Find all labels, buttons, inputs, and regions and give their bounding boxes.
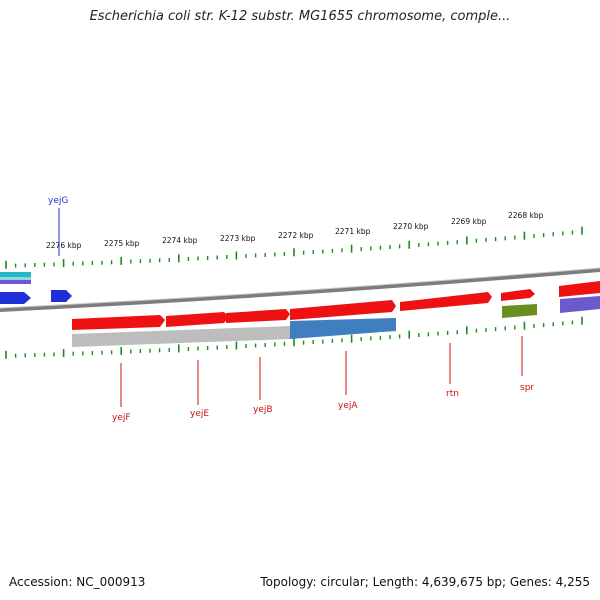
ruler-labels: 2276 kbp 2275 kbp 2274 kbp 2273 kbp 2272… (46, 211, 544, 250)
gene-arrow-yejE (166, 312, 229, 327)
reverse-gene-arrow (0, 292, 31, 304)
map-title: Escherichia coli str. K-12 substr. MG165… (89, 9, 511, 24)
forward-gene-track[interactable] (72, 281, 600, 330)
ruler-label: 2272 kbp (278, 231, 314, 240)
lower-tick-track (5, 316, 583, 359)
ruler-label: 2268 kbp (508, 211, 544, 220)
gene-arrow-yejB (226, 309, 290, 323)
cds-bar-grey (72, 326, 290, 347)
reverse-gene-group[interactable] (0, 290, 72, 304)
chromosome-backbone-highlight (0, 267, 600, 309)
accession-text: Accession: NC_000913 (9, 575, 146, 589)
gene-arrow-yejF (72, 315, 165, 330)
ruler-label: 2269 kbp (451, 217, 487, 226)
gene-label-yejA: yejA (338, 401, 358, 411)
cyan-track-segment (0, 272, 31, 277)
ruler-label: 2270 kbp (393, 222, 429, 231)
chromosome-backbone (0, 268, 600, 312)
ruler-label: 2271 kbp (335, 227, 371, 236)
gene-label-yejB: yejB (253, 405, 273, 415)
left-track-stack (0, 272, 31, 284)
gene-label-yejE: yejE (190, 409, 209, 419)
gene-labels: yejG yejF yejE yejB yejA rtn spr (48, 196, 534, 423)
gene-arrow-rtn (400, 292, 492, 311)
gene-label-yejG: yejG (48, 196, 68, 206)
purple-track-segment (0, 280, 31, 284)
ruler-label: 2275 kbp (104, 239, 140, 248)
gene-arrow-yejA (290, 300, 396, 320)
ruler-label: 2274 kbp (162, 236, 198, 245)
cyan-track-shade (0, 277, 31, 280)
reverse-gene-arrow (51, 290, 72, 302)
cds-track (72, 296, 600, 347)
gene-label-spr: spr (520, 383, 534, 393)
ruler-label: 2276 kbp (46, 241, 82, 250)
upper-tick-track (5, 226, 583, 269)
ruler-label: 2273 kbp (220, 234, 256, 243)
summary-text: Topology: circular; Length: 4,639,675 bp… (260, 575, 590, 589)
cds-bar-blue (290, 318, 396, 339)
cds-bar-green (502, 304, 537, 318)
gene-arrow-spr (501, 289, 535, 301)
gene-label-rtn: rtn (446, 389, 459, 399)
gene-label-yejF: yejF (112, 413, 131, 423)
gene-arrow-next (559, 281, 600, 297)
cds-bar-purple (560, 296, 600, 313)
